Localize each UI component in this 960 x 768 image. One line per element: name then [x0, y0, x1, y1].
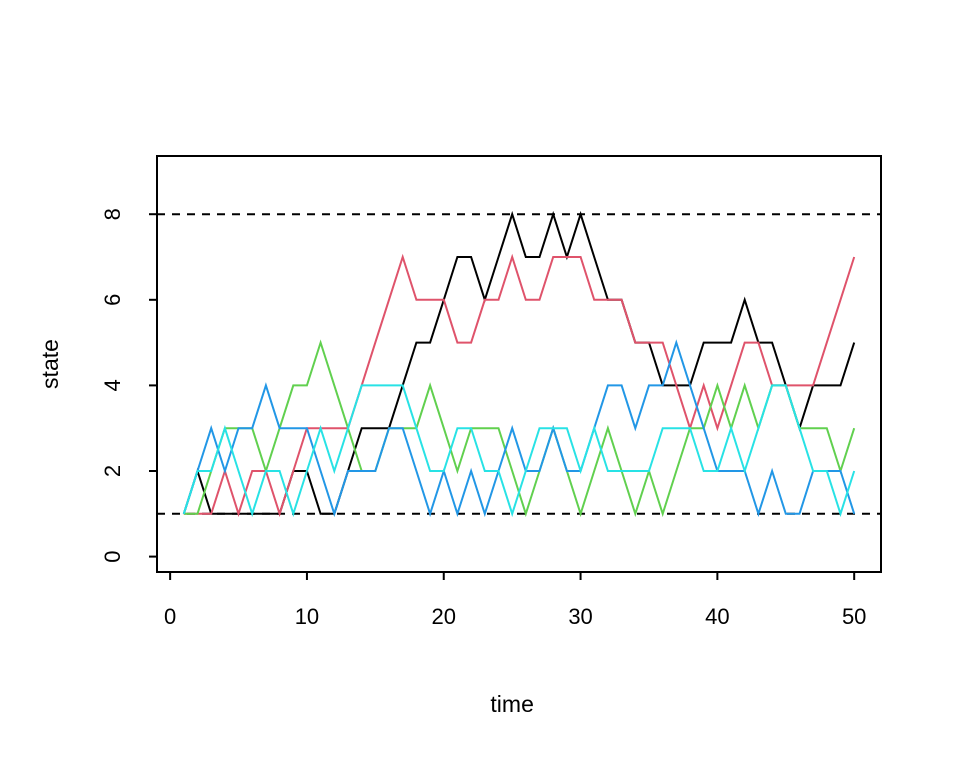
- series-line-chain-2-red: [183, 253, 856, 518]
- y-tick-label-0: 0: [100, 550, 125, 562]
- x-tick-label-20: 20: [432, 604, 456, 629]
- y-tick-label-8: 8: [100, 208, 125, 220]
- plot-box: [156, 155, 882, 573]
- series-line-chain-5-cyan: [182, 384, 856, 518]
- x-tick-label-0: 0: [164, 604, 176, 629]
- x-tick-label-30: 30: [568, 604, 592, 629]
- series-line-chain-4-blue: [182, 339, 856, 518]
- x-tick-label-40: 40: [705, 604, 729, 629]
- y-tick-label-2: 2: [100, 465, 125, 477]
- y-tick-label-4: 4: [100, 379, 125, 391]
- x-tick-label-50: 50: [842, 604, 866, 629]
- y-axis-label: state: [37, 339, 63, 389]
- series-line-chain-1-black: [182, 210, 856, 515]
- y-tick-label-6: 6: [100, 294, 125, 306]
- x-axis-label: time: [490, 691, 533, 717]
- x-tick-label-10: 10: [295, 604, 319, 629]
